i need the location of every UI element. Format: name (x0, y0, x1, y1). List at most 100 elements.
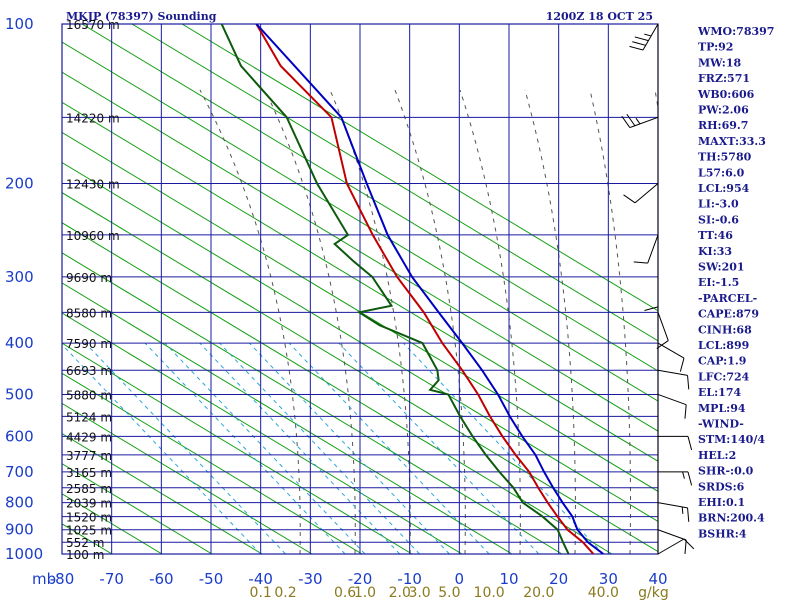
sounding-index: MAXT:33.3 (698, 135, 766, 148)
dry-adiabat (0, 24, 312, 554)
barb-staff (658, 394, 686, 404)
wind-barb (622, 114, 658, 127)
sounding-index: BRN:200.4 (698, 512, 765, 525)
sounding-index: EL:174 (698, 386, 741, 399)
wind-barb (658, 394, 686, 418)
sounding-index: MW:18 (698, 56, 741, 69)
barb-feather (636, 118, 640, 124)
wind-barb (634, 235, 658, 263)
mixing-ratio-label: 40.0 (588, 585, 619, 600)
temperature-tick-label: -60 (149, 570, 174, 588)
pressure-tick-label: 600 (5, 427, 34, 445)
sounding-index: EHI:0.1 (698, 496, 745, 509)
barb-feather (685, 405, 686, 419)
mixing-ratio-label: 20.0 (523, 585, 554, 600)
mixing-ratio-label: 3.0 (408, 585, 430, 600)
barb-feather (627, 114, 635, 125)
sounding-index: KI:33 (698, 245, 732, 258)
sounding-index: RH:69.7 (698, 119, 748, 132)
sounding-profiles (222, 24, 604, 554)
pressure-tick-label: 1000 (5, 545, 43, 563)
dry-adiabat (0, 24, 800, 554)
barb-feather (688, 436, 692, 450)
height-label: 8580 m (66, 306, 112, 320)
pressure-tick-label: 500 (5, 385, 34, 403)
dry-adiabat (0, 24, 800, 554)
sounding-index: LCL:899 (698, 339, 749, 352)
barb-staff (658, 530, 686, 540)
temperature-tick-label: -80 (50, 570, 75, 588)
wind-barb (624, 184, 658, 203)
moist-adiabat (200, 90, 300, 554)
sounding-index: HEL:2 (698, 449, 736, 462)
height-label: 100 m (66, 548, 104, 562)
sounding-index: -PARCEL- (698, 292, 757, 305)
barb-feather (688, 375, 689, 389)
wind-barb (658, 503, 689, 522)
sounding-index: -WIND- (698, 418, 744, 431)
barb-staff (658, 370, 688, 375)
barb-staff (658, 503, 688, 508)
sounding-index: BSHR:4 (698, 527, 747, 540)
barb-staff (635, 184, 658, 203)
barb-staff (658, 312, 668, 340)
barb-feather (634, 262, 648, 263)
sounding-indices: WMO:78397 TP:92 MW:18 FRZ:571 WB0:606 PW:2.06… (697, 25, 774, 540)
height-label: 7590 m (66, 337, 112, 351)
height-label: 5124 m (66, 410, 112, 424)
dry-adiabat (82, 24, 800, 554)
plot-area (0, 24, 800, 554)
mixing-ratio-label: 1.0 (354, 585, 376, 600)
sounding-index: WB0:606 (697, 88, 755, 101)
temperature-line (256, 24, 593, 554)
sounding-index: TP:92 (698, 41, 733, 54)
height-label: 1520 m (66, 511, 112, 525)
sounding-index: SHR-:0.0 (698, 465, 754, 478)
dewpoint-line (222, 24, 569, 554)
wind-barb (658, 530, 686, 554)
mixing-ratio-unit: g/kg (638, 585, 669, 600)
barb-feather (635, 37, 649, 41)
mixing-ratio-line (86, 343, 286, 554)
barb-feather (624, 195, 635, 203)
chart-datetime: 1200Z 18 OCT 25 (546, 10, 653, 23)
sounding-index: PW:2.06 (698, 104, 749, 117)
sounding-index: SW:201 (698, 261, 745, 274)
dry-adiabat (0, 24, 362, 554)
wind-barb (658, 343, 684, 372)
barb-feather (688, 472, 692, 486)
barb-feather (622, 116, 630, 127)
height-label: 12430 m (66, 178, 120, 192)
mixing-ratio-label: 0.1 (250, 585, 272, 600)
skewt-chart: MKJP (78397) Sounding 1200Z 18 OCT 25 10… (0, 0, 800, 600)
mixing-ratio-line (200, 343, 400, 554)
sounding-index: WMO:78397 (697, 25, 774, 38)
height-label: 4429 m (66, 430, 112, 444)
dry-adiabat (32, 24, 800, 554)
barb-staff (648, 235, 658, 263)
barb-staff (643, 24, 658, 50)
sounding-index: EI:-1.5 (698, 276, 739, 289)
sounding-index: CAPE:879 (698, 308, 759, 321)
height-label: 2039 m (66, 497, 112, 511)
sounding-index: LFC:724 (698, 370, 750, 383)
sounding-index: FRZ:571 (698, 72, 750, 85)
barb-feather (629, 46, 643, 50)
mixing-ratio-line (403, 343, 603, 554)
sounding-index: TH:5780 (698, 151, 752, 164)
sounding-index: CAP:1.9 (698, 355, 746, 368)
pressure-tick-label: 100 (5, 15, 34, 33)
height-label: 10960 m (66, 229, 120, 243)
height-label: 3777 m (66, 449, 112, 463)
pressure-tick-label: 900 (5, 521, 34, 539)
barb-staff (630, 117, 658, 127)
height-label: 3165 m (66, 466, 112, 480)
wind-barb (658, 472, 692, 486)
mixing-ratio-label: 5.0 (438, 585, 460, 600)
sounding-index: SI:-0.6 (698, 213, 739, 226)
temperature-tick-label: -50 (199, 570, 224, 588)
barb-feather (682, 507, 683, 514)
temperature-tick-label: -70 (99, 570, 124, 588)
temperature-tick-label: -30 (298, 570, 323, 588)
barb-staff (658, 539, 684, 554)
